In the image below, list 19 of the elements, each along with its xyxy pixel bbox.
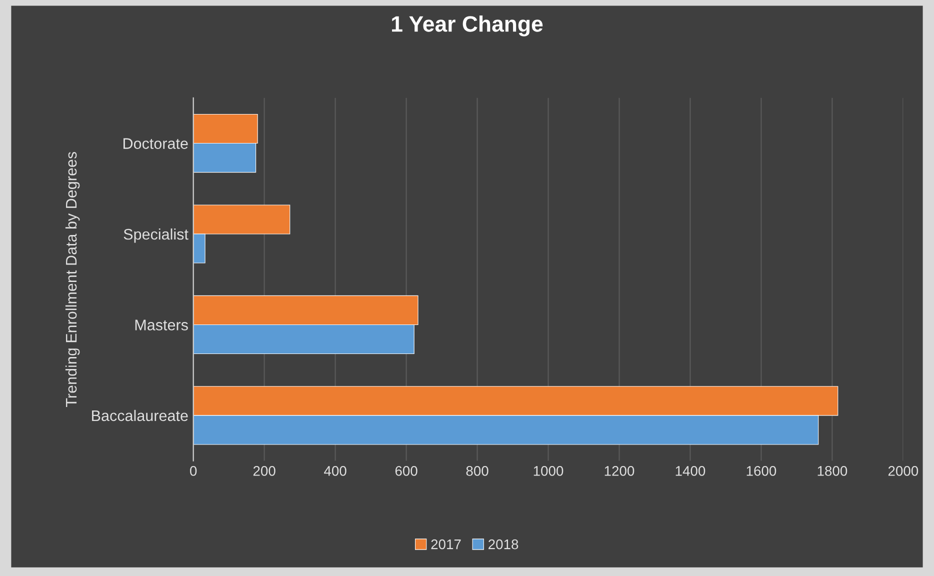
y-tick-label: Doctorate [124, 138, 188, 149]
x-tick-label: 200 [253, 466, 276, 476]
y-axis-title: Trending Enrollment Data by Degrees [65, 152, 80, 407]
x-tick-label: 1400 [676, 466, 706, 476]
legend-label: 2018 [488, 539, 518, 550]
x-tick-label: 400 [324, 466, 346, 476]
y-tick-label: Baccalaureate [92, 410, 188, 422]
x-tick-label: 2000 [888, 466, 918, 476]
chart-title: 1 Year Change [392, 16, 543, 36]
x-tick-label: 0 [190, 466, 197, 476]
x-tick-label: 1000 [534, 466, 564, 476]
x-tick-label: 800 [466, 466, 488, 476]
x-tick-label: 1600 [746, 466, 776, 476]
y-tick-label: Masters [135, 320, 188, 330]
x-tick-label: 600 [395, 466, 418, 476]
legend-label: 2017 [431, 539, 461, 550]
x-tick-label: 1800 [818, 466, 848, 476]
y-tick-label: Specialist [124, 228, 188, 243]
x-tick-label: 1200 [604, 466, 634, 476]
